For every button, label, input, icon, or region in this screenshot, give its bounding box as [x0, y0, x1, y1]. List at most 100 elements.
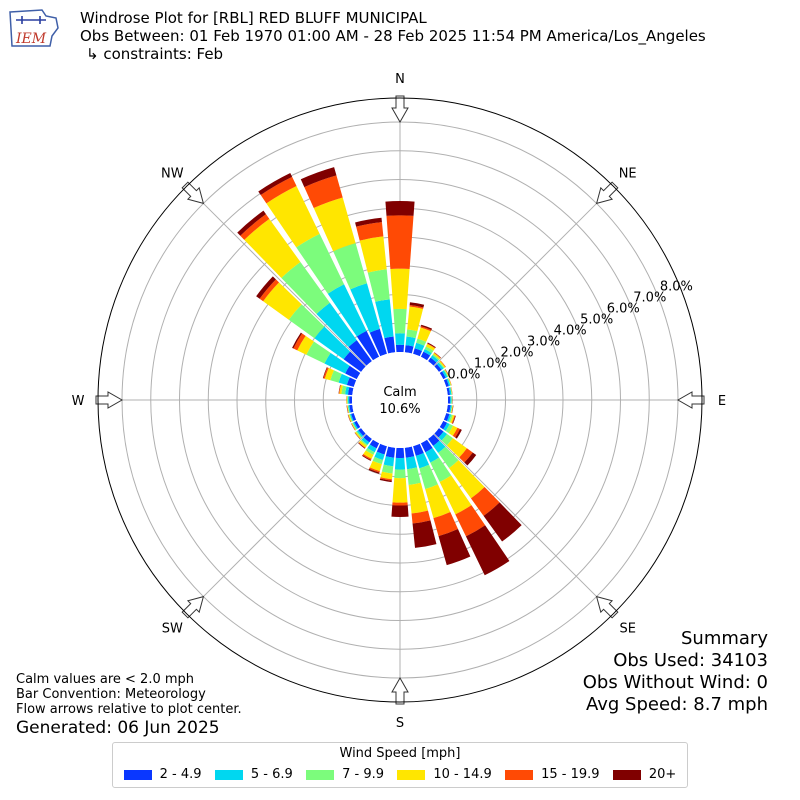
wind-bar-segment: [300, 167, 337, 188]
legend-label: 20+: [648, 767, 677, 782]
wind-bar-segment: [258, 173, 293, 196]
wind-bar-segment: [413, 443, 424, 456]
wind-bar-segment: [348, 414, 352, 423]
wind-bars: [237, 167, 522, 576]
wind-bar-segment: [352, 422, 358, 430]
wind-bar-segment: [322, 367, 328, 379]
wind-bar-segment: [444, 369, 449, 377]
wind-bar-segment: [393, 308, 407, 334]
wind-bar-segment: [369, 460, 382, 472]
wind-bar-segment: [363, 434, 372, 443]
legend-items: 2 - 4.9 5 - 6.9 7 - 9.9 10 - 14.9 15 - 19.9 2…: [113, 761, 687, 782]
wind-bar-segment: [459, 448, 473, 463]
wind-bar-segment: [345, 386, 350, 395]
wind-bar-segment: [450, 387, 453, 395]
wind-bar-segment: [314, 326, 351, 360]
radial-tick-label: 6.0%: [607, 302, 640, 317]
wind-bar-segment: [404, 446, 415, 458]
wind-bar-segment: [384, 336, 396, 354]
wind-bar-segment: [408, 482, 428, 514]
wind-bar-segment: [427, 342, 436, 348]
wind-bar-segment: [350, 283, 380, 333]
wind-bar-segment: [296, 233, 345, 294]
wind-bar-segment: [369, 328, 387, 357]
wind-bar-segment: [376, 443, 387, 455]
wind-bar-segment: [448, 387, 452, 395]
flow-arrow-icon: [595, 181, 619, 205]
wind-bar-segment: [450, 387, 453, 395]
compass-label-n: N: [395, 72, 405, 87]
wind-bar-segment: [452, 415, 456, 424]
wind-bar-segment: [425, 484, 451, 519]
summary-panel: Summary Obs Used: 34103 Obs Without Wind…: [583, 628, 768, 716]
wind-bar-segment: [347, 405, 350, 414]
wind-bar-segment: [434, 352, 442, 358]
wind-bar-segment: [367, 444, 377, 453]
wind-bar-segment: [451, 405, 454, 414]
wind-bar-segment: [465, 525, 510, 576]
wind-bar-segment: [355, 431, 362, 439]
wind-bar-segment: [470, 486, 500, 516]
wind-bar-segment: [363, 450, 374, 459]
wind-bar-segment: [439, 371, 446, 380]
wind-bar-segment: [306, 341, 331, 364]
wind-bar-segment: [395, 447, 405, 459]
wind-bar-segment: [349, 413, 354, 422]
radial-tick-label: 0.0%: [447, 368, 480, 383]
wind-bar-segment: [450, 396, 452, 404]
wind-bar-segment: [368, 468, 380, 474]
wind-bar-segment: [425, 343, 436, 351]
constraints-label: ↳ constraints: Feb: [86, 45, 224, 63]
wind-bar-segment: [448, 378, 452, 386]
radial-tick-label: 2.0%: [500, 346, 533, 361]
wind-bar-segment: [432, 354, 440, 361]
wind-bar-segment: [438, 446, 459, 469]
wind-bar-segment: [266, 185, 320, 248]
wind-bar-segment: [356, 222, 384, 241]
wind-bar-segment: [354, 432, 361, 440]
wind-bar-segment: [434, 364, 442, 372]
wind-bar-segment: [369, 439, 380, 449]
calm-circle: [352, 352, 448, 448]
wind-bar-segment: [358, 442, 366, 449]
wind-bar-segment: [442, 370, 448, 378]
wind-bar-segment: [416, 338, 427, 346]
flow-arrow-icon: [391, 676, 409, 705]
wind-bar-segment: [409, 305, 424, 309]
calm-label: Calm: [383, 385, 416, 400]
wind-bar-segment: [448, 414, 453, 423]
wind-bar-segment: [433, 440, 446, 453]
wind-bar-segment: [365, 448, 375, 455]
wind-bar-segment: [256, 276, 276, 299]
wind-bar-segment: [358, 440, 367, 448]
wind-bar-segment: [390, 268, 410, 310]
wind-bar-segment: [438, 529, 471, 566]
wind-bar-segment: [380, 477, 392, 481]
wind-bar-segment: [379, 478, 392, 483]
wind-bar-segment: [346, 405, 349, 414]
chart-title: Windrose Plot for [RBL] RED BLUFF MUNICI…: [80, 9, 427, 27]
wind-bar-segment: [406, 329, 418, 339]
legend-swatch: [505, 769, 534, 780]
wind-bar-segment: [439, 420, 448, 430]
compass-label-ne: NE: [619, 166, 637, 181]
wind-bar-segment: [447, 396, 451, 404]
wind-bar-segment: [347, 387, 354, 396]
wind-bar-segment: [455, 429, 462, 439]
wind-bar-segment: [443, 422, 450, 432]
notes-panel: Calm values are < 2.0 mph Bar Convention…: [16, 672, 242, 739]
wind-bar-segment: [449, 405, 452, 413]
obs-used: Obs Used: 34103: [613, 650, 768, 671]
legend-swatch: [397, 769, 426, 780]
wind-bar-segment: [409, 302, 425, 308]
wind-bar-segment: [413, 348, 423, 357]
compass-label-sw: SW: [162, 622, 183, 637]
wind-bar-segment: [420, 326, 432, 332]
wind-bar-segment: [439, 475, 472, 515]
wind-bar-segment: [313, 197, 356, 252]
wind-bar-segment: [293, 333, 306, 351]
legend-swatch: [214, 769, 243, 780]
iem-logo: IEM: [9, 9, 59, 47]
wind-bar-segment: [412, 520, 437, 548]
